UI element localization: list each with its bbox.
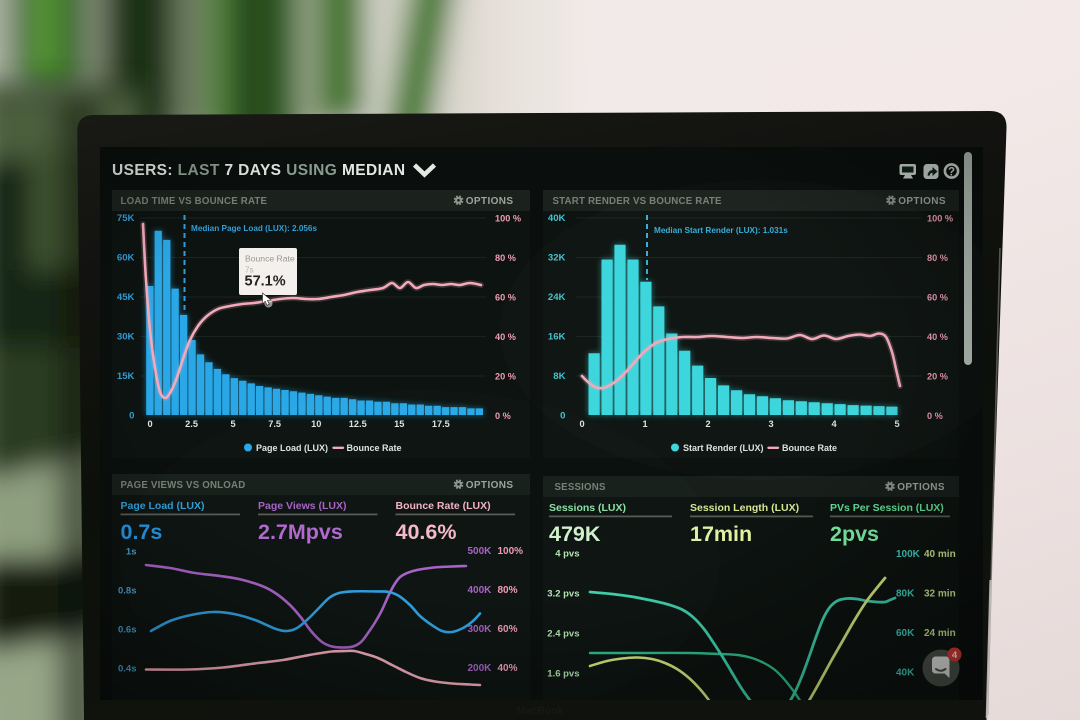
- svg-text:MacBook: MacBook: [517, 705, 564, 717]
